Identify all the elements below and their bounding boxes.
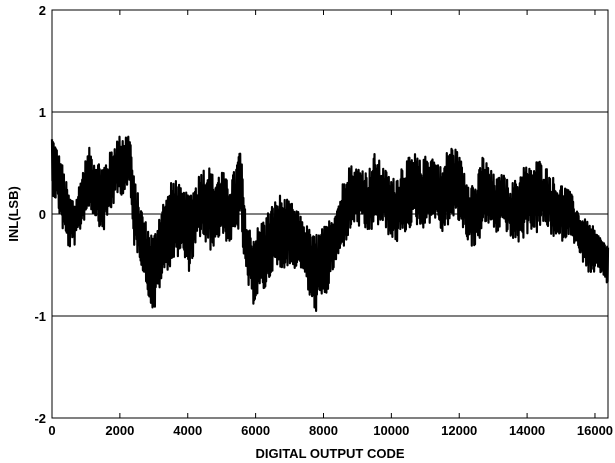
- y-tick-label: 1: [39, 105, 46, 120]
- y-axis-ticks: -2 -1 0 1 2: [34, 3, 57, 426]
- x-tick-label: 12000: [441, 423, 477, 438]
- x-tick-label: 16000: [577, 423, 613, 438]
- y-tick-label: 2: [39, 3, 46, 18]
- y-tick-label: -1: [34, 309, 46, 324]
- x-tick-label: 2000: [105, 423, 134, 438]
- x-tick-label: 14000: [509, 423, 545, 438]
- y-axis-label: INL(LSB): [6, 186, 21, 242]
- inl-series: [50, 135, 610, 312]
- plot-area: [50, 9, 610, 419]
- x-axis-label: DIGITAL OUTPUT CODE: [255, 446, 404, 461]
- y-tick-label: -2: [34, 411, 46, 426]
- x-tick-label: 6000: [241, 423, 270, 438]
- x-tick-label: 10000: [373, 423, 409, 438]
- x-tick-label: 0: [48, 423, 55, 438]
- x-tick-label: 8000: [309, 423, 338, 438]
- y-tick-label: 0: [39, 207, 46, 222]
- x-axis-ticks: 0 2000 4000 6000 8000 10000 12000 14000 16000: [48, 10, 613, 438]
- x-tick-label: 4000: [173, 423, 202, 438]
- inl-trace: [50, 135, 610, 312]
